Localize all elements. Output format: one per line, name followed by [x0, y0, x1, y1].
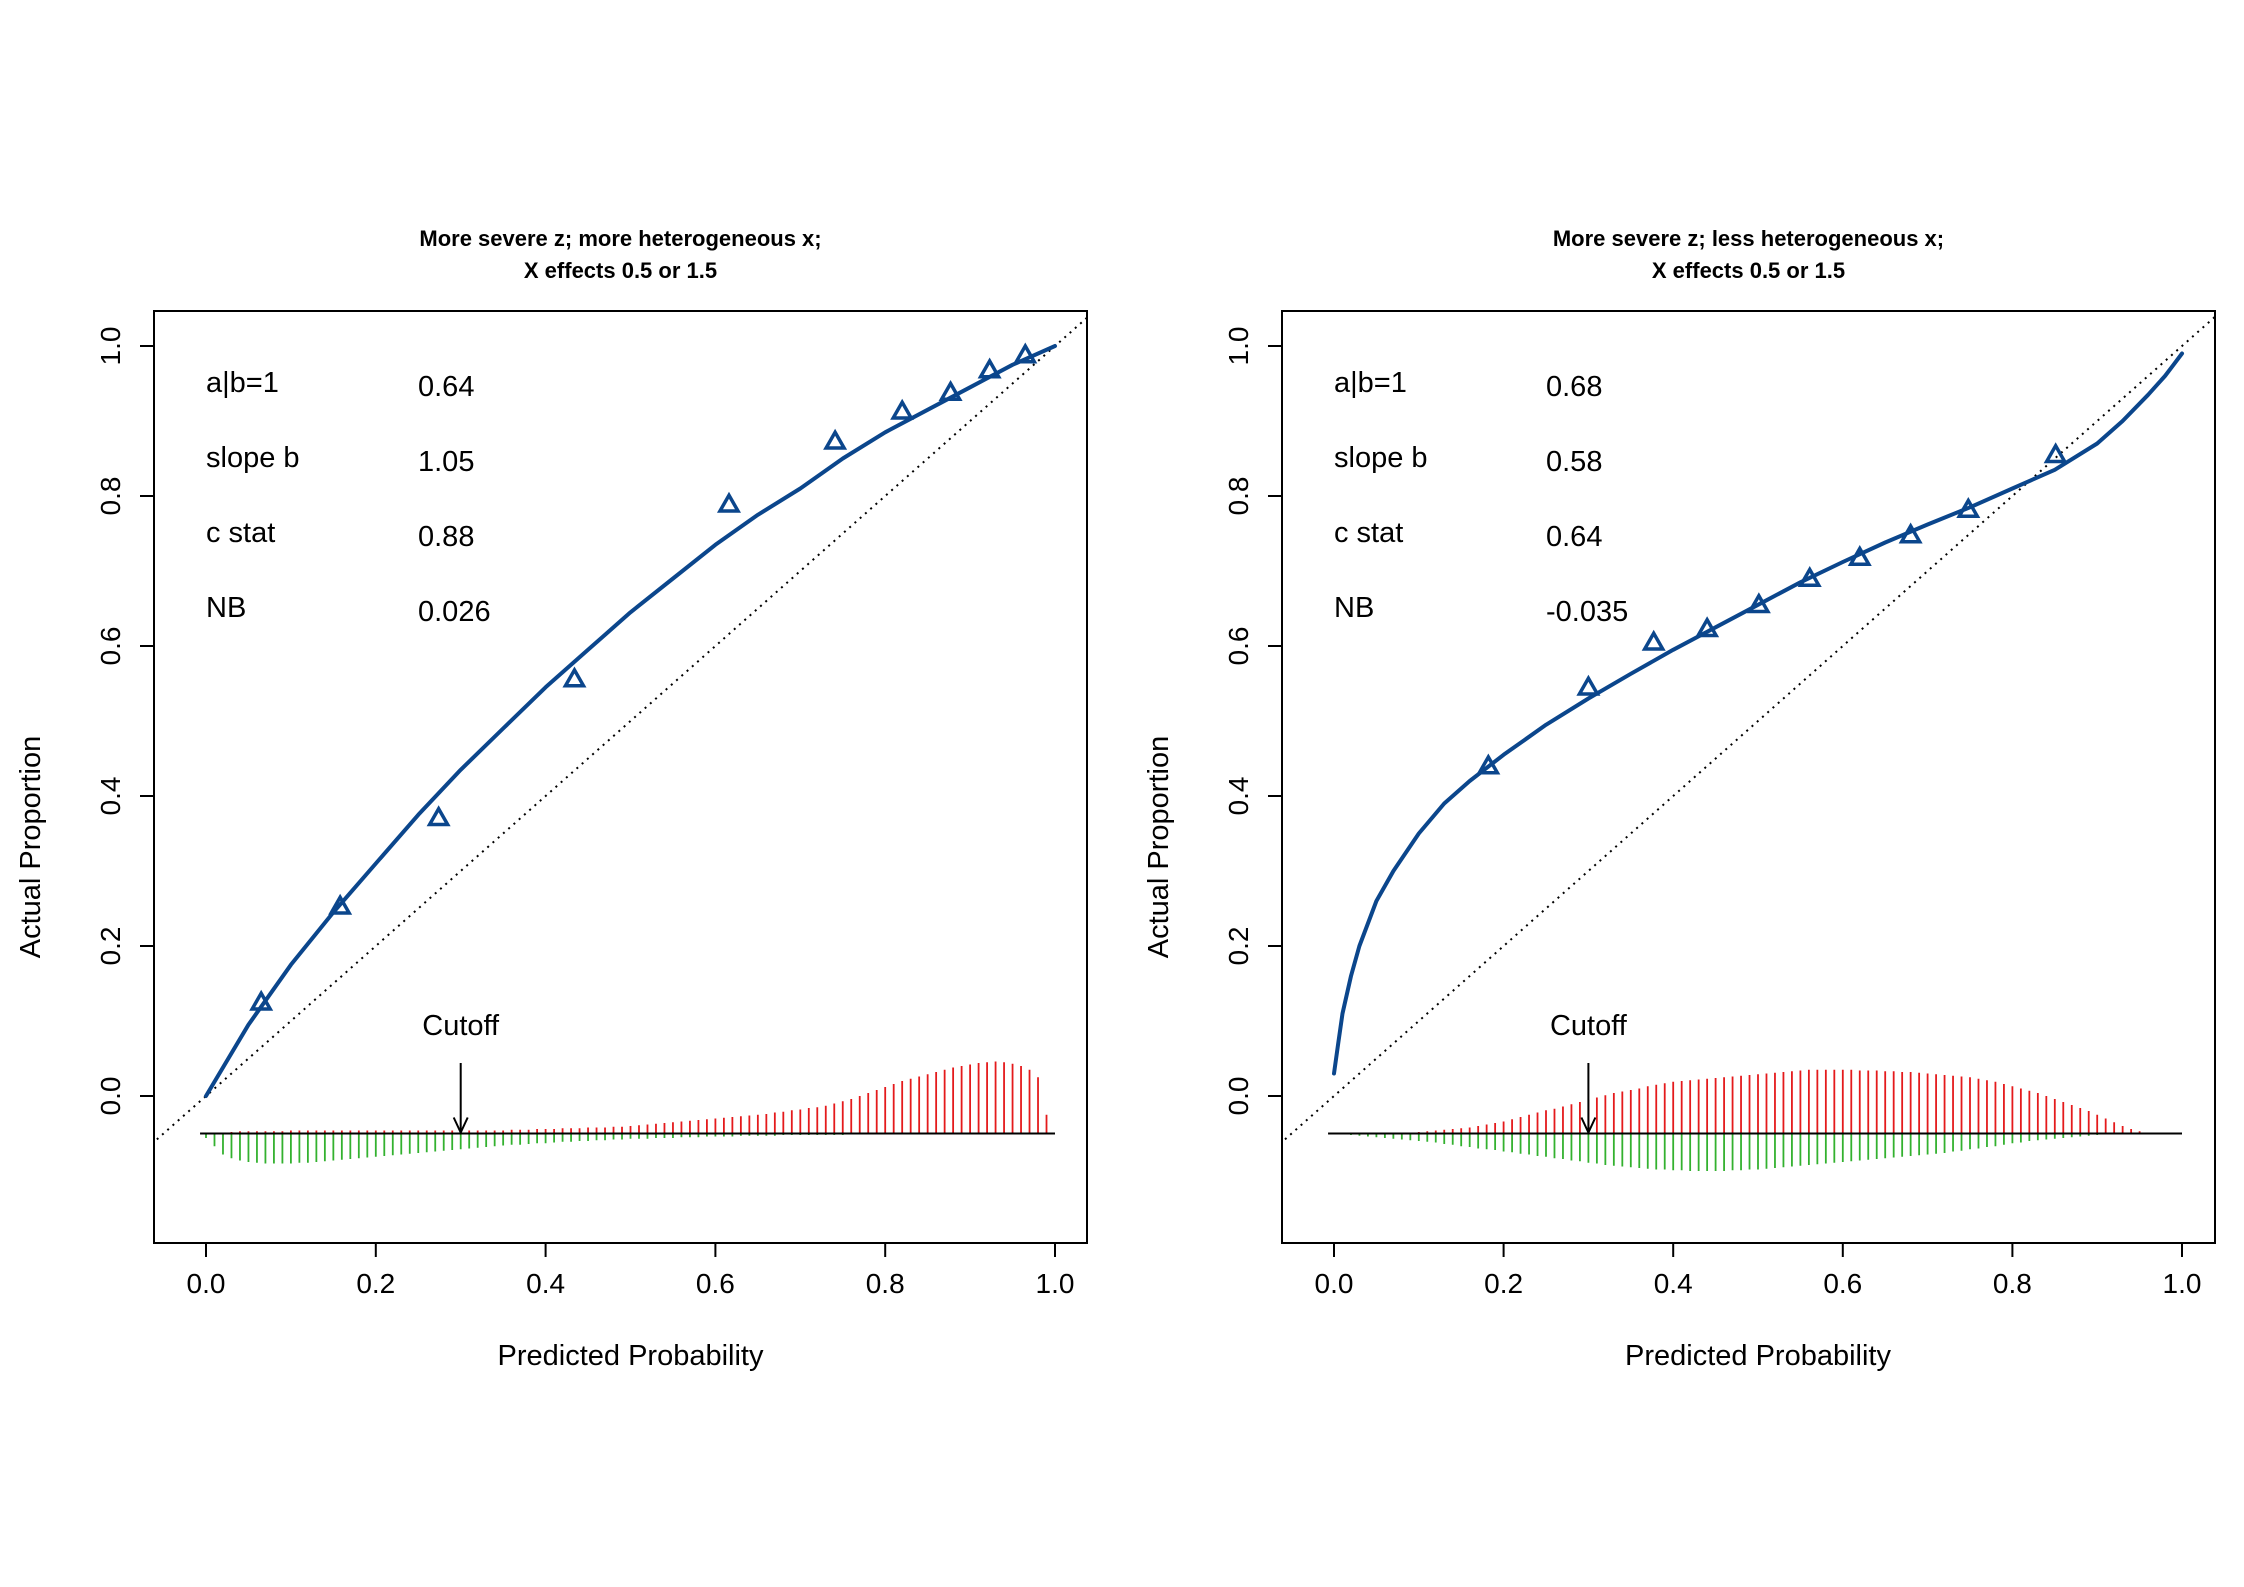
cutoff-label: Cutoff: [1550, 1010, 1628, 1042]
x-tick-label: 1.0: [2163, 1268, 2202, 1299]
calibration-curve: [204, 344, 1057, 1098]
observed-point: [938, 379, 963, 401]
stat-label: slope b: [206, 442, 300, 474]
observed-point: [1476, 753, 1501, 775]
observed-point: [1797, 565, 1822, 587]
y-axis-label: Actual Proportion: [1143, 736, 1175, 958]
observed-point: [1898, 522, 1923, 544]
y-tick-label: 0.2: [1223, 927, 1254, 966]
x-tick-label: 0.6: [696, 1268, 735, 1299]
chart-title: More severe z; less heterogeneous x;: [1553, 226, 1944, 251]
observed-point: [328, 893, 353, 915]
y-tick-label: 0.8: [1223, 477, 1254, 516]
stat-label: a|b=1: [206, 367, 279, 399]
stat-value: 1.05: [418, 446, 474, 478]
y-tick-label: 0.8: [95, 477, 126, 516]
observed-point: [1013, 342, 1038, 364]
chart-title: More severe z; more heterogeneous x;: [419, 226, 821, 251]
reference-diagonal: [1282, 315, 2215, 1144]
x-tick-label: 0.2: [356, 1268, 395, 1299]
y-tick-label: 0.0: [95, 1077, 126, 1116]
observed-point: [1746, 592, 1771, 614]
observed-point: [823, 428, 848, 450]
observed-point: [977, 357, 1002, 379]
observed-point: [1576, 674, 1601, 696]
stat-label: NB: [206, 592, 246, 624]
x-tick-label: 0.4: [1654, 1268, 1693, 1299]
y-tick-label: 0.4: [1223, 777, 1254, 816]
calibration-plot-1: More severe z; more heterogeneous x; X ef…: [15, 226, 1088, 1372]
plot-area: [154, 316, 1087, 1164]
calibration-curve: [1332, 351, 2184, 1076]
calibration-plot-2: More severe z; less heterogeneous x; X ef…: [1143, 226, 2216, 1372]
stat-label: c stat: [1334, 517, 1403, 549]
x-axis-label: Predicted Probability: [498, 1340, 764, 1372]
x-tick-label: 0.6: [1823, 1268, 1862, 1299]
observed-point: [1956, 496, 1981, 518]
stat-value: 0.58: [1546, 446, 1602, 478]
y-tick-label: 0.6: [95, 627, 126, 666]
chart-subtitle: X effects 0.5 or 1.5: [1652, 258, 1845, 283]
observed-point: [1847, 544, 1872, 566]
x-tick-label: 1.0: [1036, 1268, 1075, 1299]
y-axis-label: Actual Proportion: [15, 736, 47, 958]
x-axis-label: Predicted Probability: [1625, 1340, 1891, 1372]
x-tick-label: 0.4: [526, 1268, 565, 1299]
cutoff-arrow-head: [452, 1117, 469, 1135]
stat-label: a|b=1: [1334, 367, 1407, 399]
cutoff-arrow-head: [1580, 1117, 1597, 1135]
stat-value: -0.035: [1546, 596, 1628, 628]
stat-label: NB: [1334, 592, 1374, 624]
stat-label: slope b: [1334, 442, 1428, 474]
y-tick-label: 1.0: [95, 327, 126, 366]
reference-diagonal: [154, 316, 1087, 1144]
y-tick-label: 1.0: [1223, 327, 1254, 366]
stat-value: 0.026: [418, 596, 491, 628]
stat-value: 0.64: [1546, 521, 1602, 553]
x-tick-label: 0.8: [866, 1268, 905, 1299]
observed-point: [1641, 629, 1666, 651]
x-tick-label: 0.8: [1993, 1268, 2032, 1299]
observed-point: [426, 805, 451, 827]
y-tick-label: 0.6: [1223, 627, 1254, 666]
x-tick-label: 0.0: [1315, 1268, 1354, 1299]
observed-point: [2043, 442, 2068, 464]
stat-value: 0.88: [418, 521, 474, 553]
stat-value: 0.68: [1546, 371, 1602, 403]
y-tick-label: 0.2: [95, 927, 126, 966]
chart-subtitle: X effects 0.5 or 1.5: [524, 258, 717, 283]
observed-point: [890, 398, 915, 420]
y-tick-label: 0.0: [1223, 1077, 1254, 1116]
stat-label: c stat: [206, 517, 275, 549]
observed-point: [249, 989, 274, 1011]
plot-area: [1282, 315, 2215, 1171]
x-tick-label: 0.0: [187, 1268, 226, 1299]
stat-value: 0.64: [418, 371, 474, 403]
y-tick-label: 0.4: [95, 777, 126, 816]
cutoff-label: Cutoff: [422, 1010, 500, 1042]
observed-point: [562, 666, 587, 688]
observed-point: [1695, 616, 1720, 638]
observed-point: [716, 491, 741, 513]
x-tick-label: 0.2: [1484, 1268, 1523, 1299]
